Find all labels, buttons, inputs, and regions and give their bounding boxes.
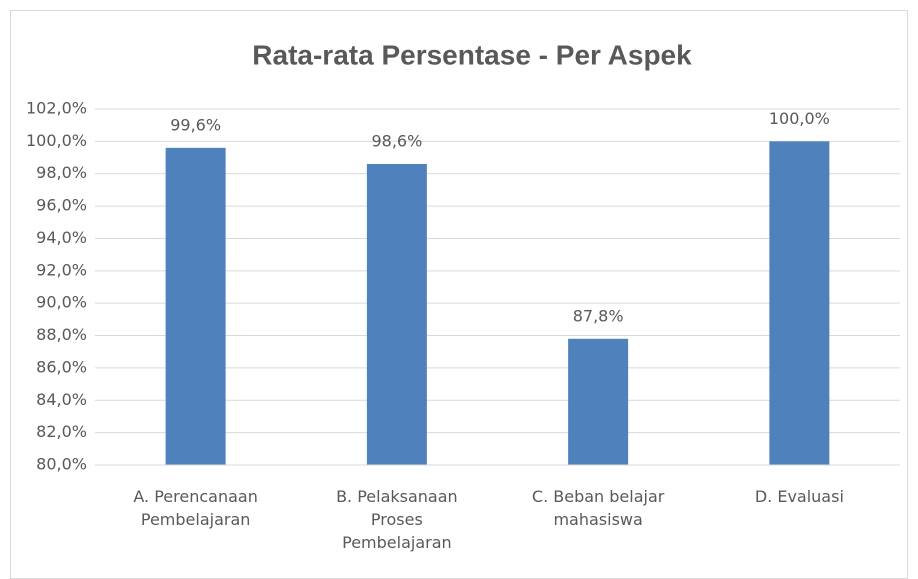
y-tick-label: 88,0% <box>36 325 87 344</box>
data-label: 98,6% <box>371 132 422 151</box>
data-label: 100,0% <box>769 109 830 128</box>
y-tick-label: 82,0% <box>36 422 87 441</box>
chart-title: Rata-rata Persentase - Per Aspek <box>252 39 692 70</box>
data-label: 87,8% <box>573 306 624 325</box>
bar <box>366 164 427 465</box>
x-tick-label: C. Beban belajar mahasiswa <box>531 487 665 529</box>
y-tick-label: 84,0% <box>36 390 87 409</box>
y-tick-label: 90,0% <box>36 293 87 312</box>
y-tick-label: 80,0% <box>36 455 87 474</box>
y-tick-label: 102,0% <box>26 99 87 118</box>
bar <box>568 338 629 465</box>
x-tick-label: D. Evaluasi <box>754 487 844 506</box>
y-tick-label: 92,0% <box>36 260 87 279</box>
y-tick-label: 100,0% <box>26 131 87 150</box>
y-tick-label: 94,0% <box>36 228 87 247</box>
x-tick-label: A. Perencanaan Pembelajaran <box>133 487 258 529</box>
bar <box>165 147 226 465</box>
data-label: 99,6% <box>170 115 221 134</box>
bar <box>769 141 830 465</box>
y-tick-label: 96,0% <box>36 196 87 215</box>
y-tick-label: 86,0% <box>36 357 87 376</box>
y-tick-label: 98,0% <box>36 163 87 182</box>
x-tick-label: B. Pelaksanaan Proses Pembelajaran <box>336 487 458 552</box>
chart-border <box>10 10 908 579</box>
